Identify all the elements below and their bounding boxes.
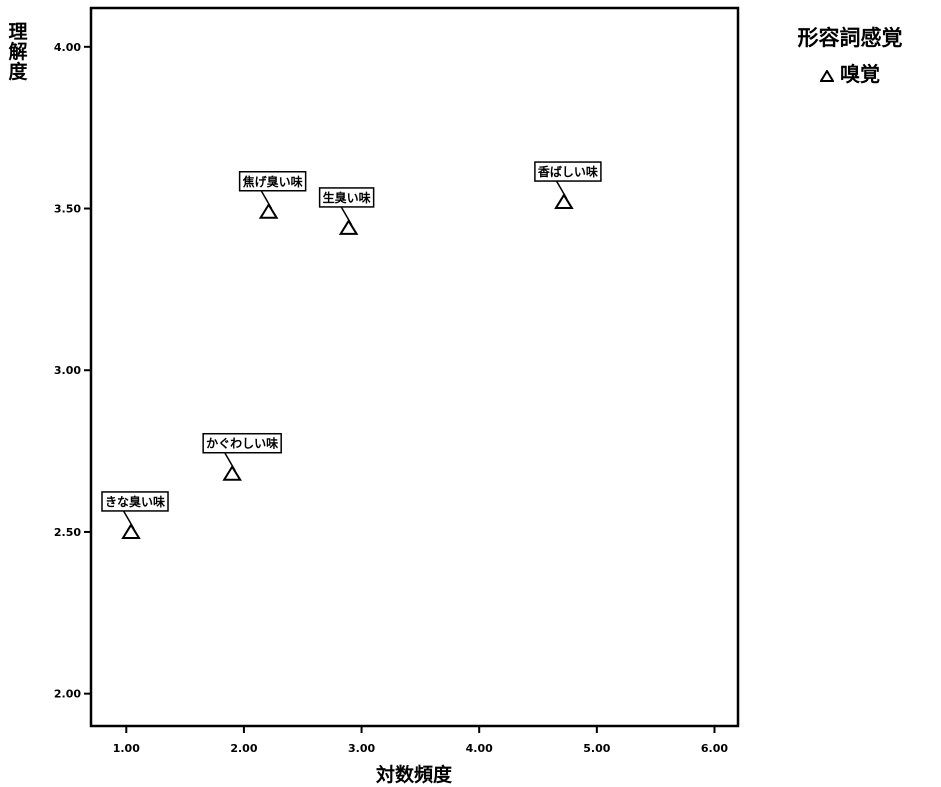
label-leader-line [122, 509, 135, 530]
triangle-marker [338, 219, 359, 235]
legend-title: 形容詞感覚 [797, 26, 903, 50]
y-tick-label: 2.50 [54, 526, 81, 539]
data-label: 生臭い味 [323, 190, 371, 205]
label-leader-line [339, 205, 353, 226]
data-point: きな臭い味 [101, 491, 169, 539]
data-label: かぐわしい味 [206, 436, 278, 451]
triangle-marker-icon [820, 70, 834, 82]
data-label: 焦げ臭い味 [242, 174, 303, 189]
label-box [238, 171, 307, 192]
label-leader-line [259, 189, 273, 210]
y-axis: 2.00 2.50 3.00 3.50 4.00 [54, 41, 91, 701]
data-point: かぐわしい味 [202, 432, 282, 481]
data-point: 焦げ臭い味 [238, 171, 307, 219]
y-tick-label: 2.00 [54, 688, 81, 701]
x-tick-label: 2.00 [230, 742, 257, 755]
triangle-marker [258, 202, 279, 219]
legend-item-label: 嗅覚 [840, 62, 880, 86]
y-axis-title: 理解度 [8, 21, 28, 83]
x-axis-title: 対数頻度 [375, 763, 453, 786]
label-box [318, 187, 375, 208]
x-tick-label: 3.00 [348, 742, 375, 755]
plot-frame [89, 6, 740, 728]
data-label: きな臭い味 [105, 494, 165, 509]
label-box [534, 161, 602, 182]
x-tick-label: 6.00 [701, 742, 728, 755]
triangle-marker [121, 523, 141, 539]
legend-item: 嗅覚 [760, 58, 940, 87]
label-leader-line [555, 179, 568, 200]
x-axis: 1.00 2.00 3.00 4.00 5.00 6.00 [113, 726, 728, 755]
data-label: 香ばしい味 [537, 164, 598, 179]
x-tick-label: 4.00 [466, 742, 493, 755]
x-tick-label: 1.00 [113, 742, 140, 755]
data-point: 香ばしい味 [534, 161, 602, 210]
y-tick-label: 4.00 [54, 41, 81, 54]
y-tick-label: 3.00 [54, 364, 81, 377]
x-tick-label: 5.00 [583, 742, 610, 755]
triangle-marker [554, 193, 574, 210]
label-box [101, 491, 169, 512]
y-tick-label: 3.50 [54, 203, 81, 216]
label-box [202, 432, 282, 454]
data-point: 生臭い味 [318, 187, 375, 235]
triangle-marker [222, 464, 242, 481]
label-leader-line [223, 451, 236, 472]
